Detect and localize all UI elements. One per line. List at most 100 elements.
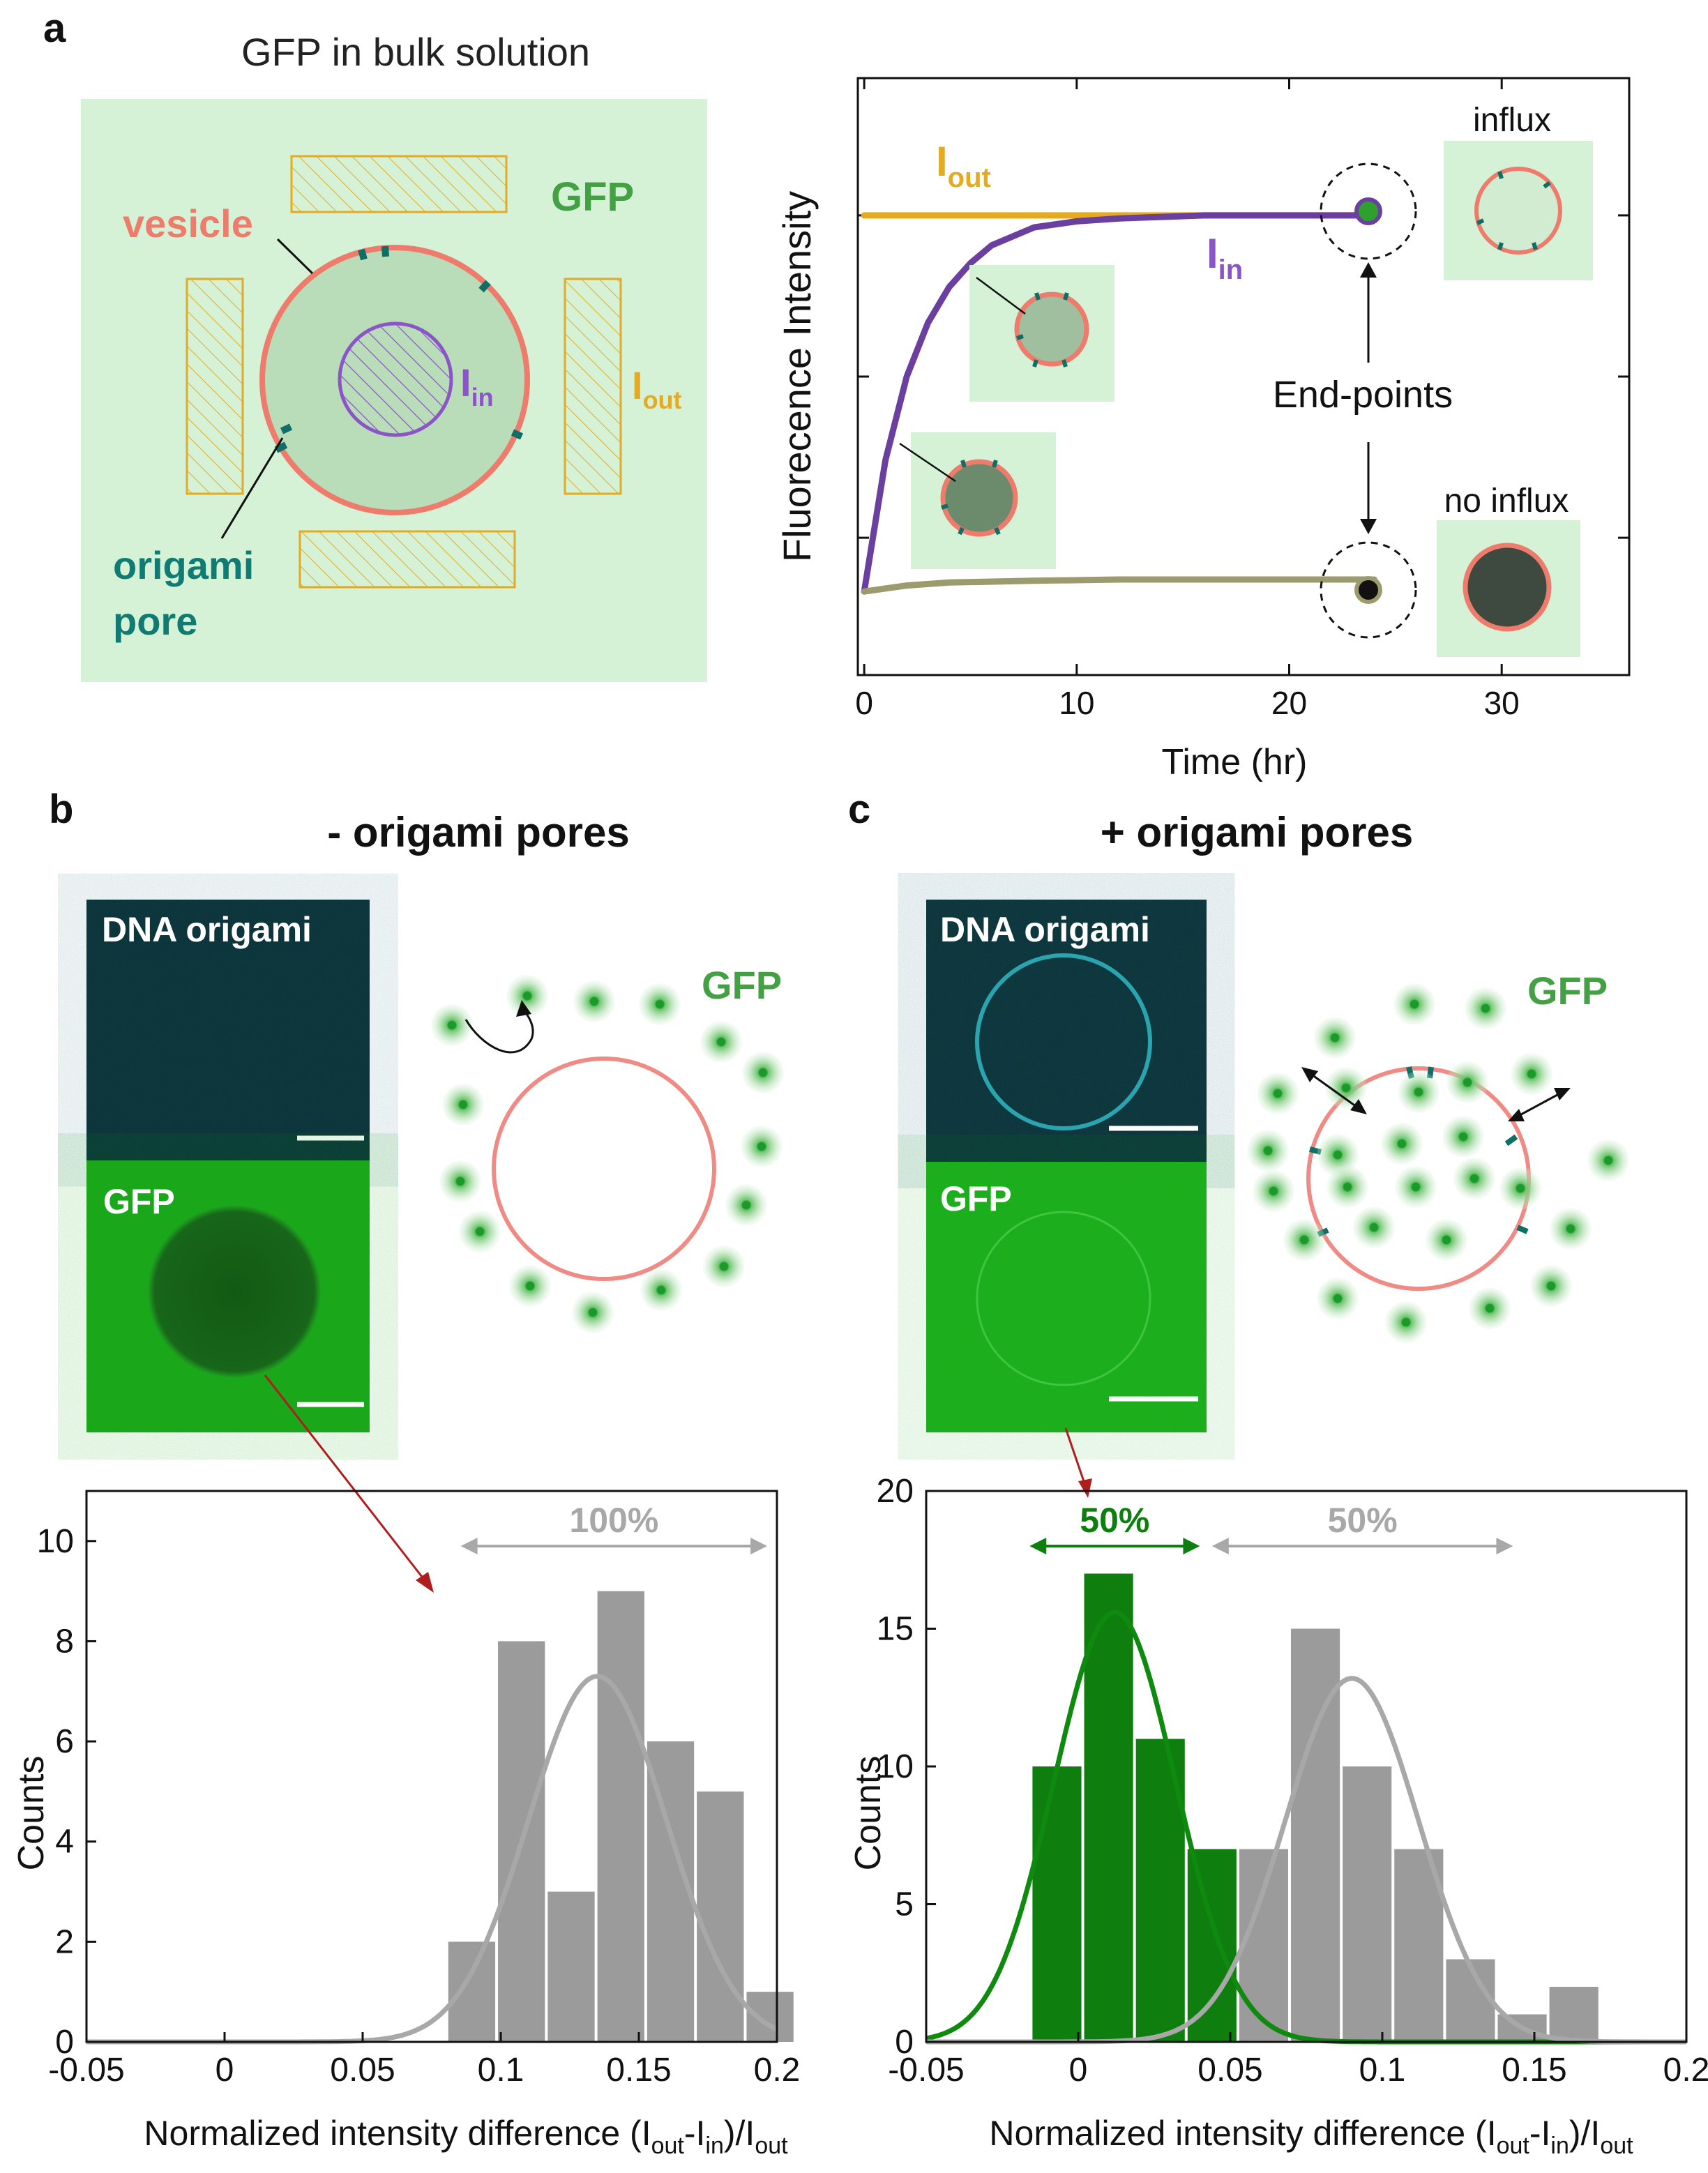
histogram-frame [85, 1490, 778, 2043]
endpoints-arrowhead-up [1360, 262, 1377, 278]
histogram-bar-3 [597, 1591, 644, 2042]
panel-c-schematic: GFP [1247, 969, 1629, 1343]
endpoints-arrowhead-down [1360, 519, 1377, 534]
histogram-ytick-label: 5 [895, 1886, 914, 1923]
endpoint-ring-bottom [1320, 541, 1417, 639]
histogram-xtick-label: 0.15 [606, 2052, 671, 2089]
histogram-bar-0 [1032, 1766, 1082, 2042]
histogram-ytick-label: 10 [877, 1748, 914, 1785]
histogram-ytick-label: 0 [55, 2024, 74, 2061]
chart-a-series [861, 212, 1377, 595]
panel-b-title: - origami pores [327, 809, 629, 856]
panel-a-label: a [43, 6, 66, 51]
endpoint-dot-bottom [1354, 576, 1382, 604]
b-gfp-particles [431, 975, 784, 1333]
gfp-particle [742, 1052, 784, 1093]
chart-a-xtick-label: 20 [1271, 685, 1307, 721]
gfp-particle [1283, 1219, 1325, 1261]
vesicle-label: vesicle [123, 202, 253, 245]
endpoint-dot-top [1354, 197, 1382, 225]
histogram-bar-8 [1446, 1959, 1495, 2042]
histogram-bar-2 [547, 1891, 595, 2042]
gfp-particle [1426, 1219, 1467, 1261]
gfp-particle [1465, 987, 1506, 1029]
chart-a-iin-legend: Iin [1207, 230, 1243, 285]
iout-region-bottom [298, 530, 516, 589]
c-red-arrow [1064, 1428, 1087, 1486]
inset-mid-pores [1016, 292, 1069, 368]
iout-region-top [290, 155, 508, 213]
gfp-particle [725, 1184, 767, 1226]
histogram-ytick-label: 15 [877, 1611, 914, 1648]
gfp-particle [572, 1292, 614, 1333]
b-gfp-label: GFP [702, 963, 782, 1007]
c-exchange-arrowhead-right-a [1508, 1109, 1525, 1121]
gfp-particle [506, 975, 548, 1017]
gfp-particle [1317, 1134, 1359, 1176]
percent-bracket-arrow-left-1 [1211, 1538, 1229, 1554]
histogram-xtick-label: 0.1 [1359, 2052, 1406, 2089]
histogram-ytick-label: 10 [37, 1523, 74, 1560]
c-gfp-vesicle-faint [976, 1211, 1151, 1386]
iout-label: Iout [632, 363, 682, 414]
b-bounce-arrowhead [516, 1000, 531, 1017]
histogram-bar-10 [1549, 1987, 1599, 2042]
b-gfp-image-label: GFP [103, 1182, 175, 1221]
histogram-xtick-label: 0.15 [1502, 2052, 1566, 2089]
gfp-particle [1511, 1053, 1552, 1095]
gfp-particle [1385, 1301, 1427, 1343]
inset-influx-pores [1476, 171, 1551, 250]
b-origami-image-label: DNA origami [102, 910, 312, 949]
iout-region-left [186, 278, 244, 495]
gfp-particle [1398, 1071, 1439, 1113]
panel-b-schematic: GFP [431, 963, 784, 1333]
gfp-particle [573, 980, 615, 1022]
histogram-xtick-label: -0.05 [48, 2052, 124, 2089]
gfp-particle [1469, 1287, 1511, 1329]
histogram-xtick-label: 0 [216, 2052, 234, 2089]
histogram-ytick-label: 0 [895, 2024, 914, 2061]
chart-a-xtick-label: 0 [855, 685, 873, 721]
histogram-xtick-label: 0 [1069, 2052, 1088, 2089]
percent-bracket-arrow-right-1 [1496, 1538, 1513, 1554]
gfp-particle [1314, 1017, 1356, 1059]
histogram-bar-4 [1239, 1849, 1289, 2042]
histogram-xtick-label: 0.1 [478, 2052, 524, 2089]
c-exchange-arrowhead-right-b [1554, 1088, 1571, 1100]
inset-noinflux-vesicle [1463, 543, 1552, 632]
chart-a-series-line-2 [861, 576, 1377, 595]
b-bounce-arrow [464, 1010, 534, 1054]
gfp-particle [1325, 1067, 1367, 1109]
endpoint-ring-top [1320, 162, 1417, 260]
gfp-particle [1381, 1123, 1423, 1165]
inset-low-pores [941, 460, 1001, 536]
gfp-particle [703, 1246, 745, 1287]
c-gfp-image-label: GFP [940, 1179, 1012, 1218]
pore-label-line2: pore [113, 599, 197, 643]
histogram-xtick-label: 0.2 [1663, 2052, 1708, 2089]
histogram-xtick-label: -0.05 [888, 2052, 964, 2089]
histogram-xtick-label: 0.05 [1197, 2052, 1262, 2089]
histogram-bar-5 [697, 1791, 744, 2042]
c-exchange-arrowhead-left-a [1301, 1067, 1318, 1082]
b-origami-noise [86, 900, 370, 1160]
inset-mid-pointer [976, 276, 1026, 315]
gfp-particle [1317, 1278, 1359, 1319]
panel-c-micrographs: DNA origami GFP [926, 900, 1207, 1432]
histogram-ytick-label: 6 [55, 1723, 74, 1760]
hist-c-xlabel: Normalized intensity difference (Iout-Ii… [989, 2114, 1633, 2159]
c-red-arrowhead [1078, 1478, 1092, 1498]
iin-label: Iin [460, 361, 494, 411]
histogram-bar-1 [1084, 1573, 1133, 2042]
inset-mid-vesicle [1014, 292, 1089, 367]
histogram-xtick-label: 0.2 [754, 2052, 801, 2089]
c-gfp-label: GFP [1527, 969, 1608, 1013]
hist-b-xlabel: Normalized intensity difference (Iout-Ii… [144, 2114, 788, 2159]
histogram-bar-3 [1187, 1849, 1237, 2042]
panel-c-label: c [848, 787, 870, 832]
gfp-particle [1393, 983, 1435, 1025]
histogram-ytick-label: 8 [55, 1623, 74, 1660]
gfp-particle [700, 1021, 742, 1063]
panel-c-title: + origami pores [1101, 809, 1413, 856]
